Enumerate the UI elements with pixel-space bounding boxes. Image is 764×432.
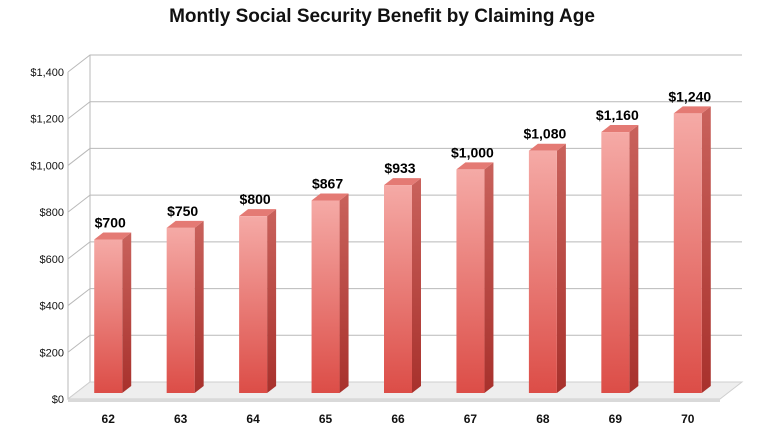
data-label: $1,080 [523, 126, 566, 142]
bar-top [384, 178, 421, 186]
gridline [67, 288, 742, 306]
data-label: $1,240 [668, 88, 711, 104]
y-tick-label: $1,000 [30, 160, 64, 172]
data-labels: $700 $750 $800 $867 $933 $1,000 $1,080 $1,160 $1… [95, 88, 712, 230]
data-label: $933 [384, 160, 415, 176]
bar-front [601, 132, 630, 394]
bar-top [239, 209, 277, 217]
y-tick-label: $1,400 [30, 67, 64, 79]
bar-side [412, 178, 421, 393]
bar [384, 178, 421, 393]
plot-walls [67, 55, 91, 399]
gridline [67, 101, 742, 120]
bar-front [239, 216, 268, 393]
bar [528, 143, 566, 393]
bar-side [339, 193, 349, 393]
y-tick-label: $800 [40, 207, 64, 219]
x-tick-label: 69 [609, 412, 623, 426]
gridline [67, 147, 742, 166]
x-tick-label: 70 [681, 412, 695, 426]
bar [311, 193, 349, 393]
bar-side [556, 143, 566, 393]
x-tick-label: 64 [246, 412, 260, 426]
gridline [67, 194, 742, 213]
floor-edge [68, 399, 720, 402]
y-tick-label: $0 [52, 394, 64, 406]
data-label: $750 [167, 203, 198, 219]
bar-top [601, 125, 639, 133]
bar-front [528, 150, 557, 393]
x-tick-label: 63 [174, 412, 188, 426]
bar-front [456, 169, 485, 393]
x-tick-label: 65 [319, 412, 333, 426]
bar-front [166, 227, 195, 393]
bar-side [267, 209, 277, 393]
bar-side [194, 220, 204, 393]
bar [94, 232, 132, 393]
y-tick-label: $600 [40, 254, 64, 266]
bar-side [122, 232, 132, 393]
bar-side [701, 106, 711, 393]
bar-top [528, 143, 566, 151]
bar [601, 125, 639, 394]
bar-side [629, 125, 639, 394]
bar-front [94, 239, 123, 393]
bar [673, 106, 711, 393]
x-tick-label: 66 [391, 412, 405, 426]
gridline [67, 241, 742, 260]
x-axis: 62 63 64 65 66 67 68 69 70 [102, 412, 695, 426]
gridline [67, 334, 742, 353]
y-tick-label: $400 [40, 301, 64, 313]
x-tick-label: 62 [102, 412, 116, 426]
bar-front [384, 185, 412, 393]
bars [94, 106, 711, 394]
bar-top [673, 106, 711, 114]
x-tick-label: 68 [536, 412, 550, 426]
data-label: $700 [95, 215, 126, 231]
y-axis: $0 $200 $400 $600 $800 $1,000 $1,200 $1,400 [30, 67, 64, 406]
data-label: $1,160 [596, 107, 639, 123]
chart-title: Montly Social Security Benefit by Claimi… [169, 6, 595, 27]
x-tick-label: 67 [464, 412, 478, 426]
y-tick-label: $200 [40, 347, 64, 359]
bar-front [673, 113, 702, 393]
data-label: $1,000 [451, 144, 494, 160]
data-label: $867 [312, 175, 343, 191]
bar-side [484, 162, 494, 393]
bar [456, 162, 494, 393]
bar-front [311, 200, 340, 393]
bar [239, 209, 277, 393]
bar-top [456, 162, 494, 170]
bar-top [166, 220, 204, 228]
bar-top [94, 232, 132, 240]
bar-top [311, 193, 349, 201]
gridline [67, 54, 742, 73]
data-label: $800 [240, 191, 271, 207]
y-tick-label: $1,200 [30, 114, 64, 126]
bar [166, 220, 204, 393]
